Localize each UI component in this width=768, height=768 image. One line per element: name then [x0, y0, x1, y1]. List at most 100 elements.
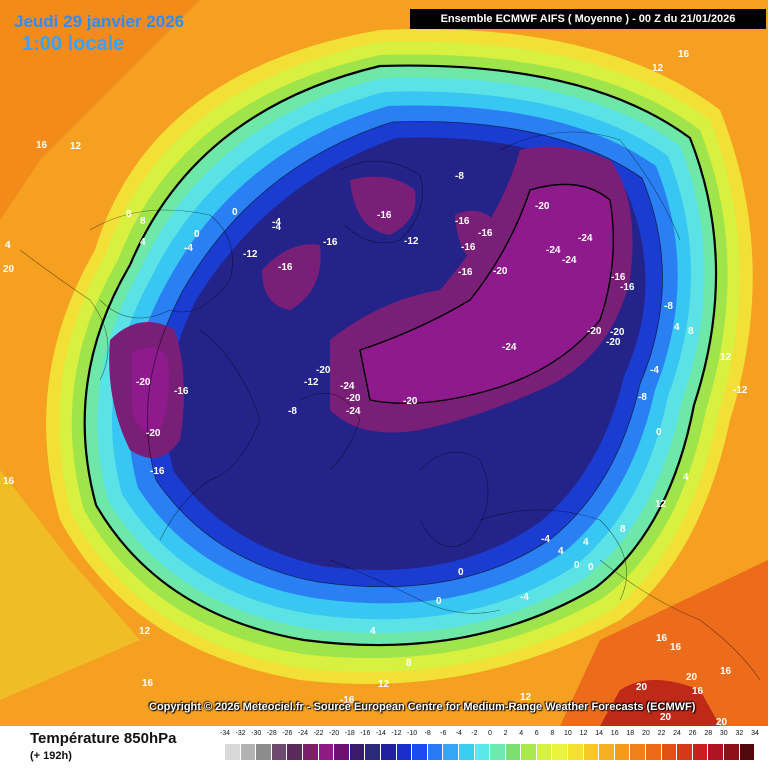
map-label: -4 [272, 217, 281, 228]
map-label: 16 [656, 633, 668, 644]
map-label: -16 [323, 237, 338, 248]
scale-tick-label: -34 [219, 730, 231, 737]
map-label: 0 [436, 596, 442, 607]
scale-tick-label: -22 [313, 730, 324, 737]
map-label: -16 [150, 466, 165, 477]
model-run-banner: Ensemble ECMWF AIFS ( Moyenne ) - 00 Z d… [410, 9, 766, 29]
map-label: 12 [652, 63, 664, 74]
scale-swatch [458, 744, 475, 760]
scale-swatch [583, 744, 600, 760]
scale-tick-label: 24 [673, 730, 681, 737]
map-label: -24 [346, 406, 361, 417]
map-label: -16 [455, 216, 470, 227]
scale-tick-label: -30 [251, 730, 262, 737]
map-label: 16 [36, 140, 48, 151]
map-label: 0 [232, 207, 238, 218]
map-label: -16 [174, 386, 189, 397]
map-label: 0 [656, 427, 662, 438]
map-label: -4 [650, 365, 659, 376]
scale-swatch [256, 744, 272, 760]
map-label: 12 [70, 141, 82, 152]
map-label: 4 [558, 546, 564, 557]
map-label: 12 [378, 679, 390, 690]
scale-swatch [287, 744, 303, 760]
scale-swatch [552, 744, 569, 760]
map-label: -20 [403, 396, 418, 407]
map-label: 4 [674, 322, 680, 333]
contour-labels: 16 12 16 12 8 8 4 0 -4 0 -4 4 -4 -12 -16… [3, 49, 748, 726]
map-label: 16 [3, 476, 15, 487]
scale-swatch [334, 744, 350, 760]
scale-swatch [427, 744, 444, 760]
map-label: -16 [340, 695, 355, 706]
map-label: -20 [610, 327, 625, 338]
map-label: 16 [692, 686, 704, 697]
map-label: -20 [146, 428, 161, 439]
scale-swatch [614, 744, 631, 760]
map-label: -16 [611, 272, 626, 283]
map-label: 16 [720, 666, 732, 677]
map-label: 0 [458, 567, 464, 578]
scale-tick-label: -32 [235, 730, 246, 737]
map-label: 20 [716, 717, 728, 726]
map-label: -8 [288, 406, 297, 417]
scale-swatch [225, 744, 241, 760]
map-label: -24 [578, 233, 593, 244]
map-label: 16 [678, 49, 690, 60]
scale-swatch [271, 744, 288, 760]
scale-swatch [365, 744, 381, 760]
scale-tick-label: 26 [688, 730, 697, 737]
map-label: -4 [184, 243, 193, 254]
core-siberia-inner [360, 184, 614, 404]
band-hot-se [600, 680, 720, 726]
map-label: 4 [5, 240, 11, 251]
map-label: -20 [587, 326, 602, 337]
scale-swatch [318, 744, 335, 760]
map-label: 12 [720, 352, 732, 363]
coastlines [19, 131, 761, 681]
map-label: -24 [340, 381, 355, 392]
core-canada-inner [132, 347, 169, 433]
scale-swatch [708, 744, 724, 760]
forecast-time: 1:00 locale [22, 33, 125, 55]
map-label: 8 [126, 209, 132, 220]
scale-swatch [661, 744, 678, 760]
map-label: -20 [316, 365, 331, 376]
band-warm-nw [0, 0, 200, 220]
map-label: -20 [606, 337, 621, 348]
map-label: 12 [139, 626, 151, 637]
scale-tick-label: -6 [440, 730, 447, 737]
scale-tick-label: 30 [719, 730, 728, 737]
scale-tick-label: -20 [329, 730, 340, 737]
map-label: -16 [377, 210, 392, 221]
scale-swatch [396, 744, 413, 760]
scale-swatch [521, 744, 537, 760]
map-label: 0 [588, 562, 594, 573]
scale-swatch [505, 744, 522, 760]
legend: Température 850hPa (+ 192h) -34 -32 -30 -28… [0, 726, 768, 768]
map-label: -4 [520, 592, 529, 603]
map-label: 4 [370, 626, 376, 637]
core-taimyr [455, 210, 493, 265]
map-label: 20 [3, 264, 15, 275]
core-greenland [350, 176, 416, 235]
copyright-notice: Copyright © 2026 Meteociel.fr - Source E… [149, 701, 696, 713]
map-label: 4 [140, 237, 146, 248]
map-label: 4 [583, 537, 589, 548]
scale-tick-label: -26 [282, 730, 293, 737]
map-label: 0 [574, 560, 580, 571]
scale-tick-label: 6 [534, 730, 539, 737]
map-canvas: 16 12 16 12 8 8 4 0 -4 0 -4 4 -4 -12 -16… [0, 0, 768, 726]
legend-title: Température 850hPa [30, 730, 177, 747]
scale-swatch [724, 744, 740, 760]
scale-swatches [225, 744, 756, 760]
scale-swatch [739, 744, 756, 760]
core-baffin [262, 244, 321, 310]
scale-tick-label: 32 [735, 730, 744, 737]
scale-swatch [568, 744, 584, 760]
scale-tick-label: 28 [704, 730, 713, 737]
scale-tick-label: 8 [550, 730, 555, 737]
map-label: 8 [140, 216, 146, 227]
scale-tick-label: 10 [564, 730, 572, 737]
scale-swatch [302, 744, 319, 760]
